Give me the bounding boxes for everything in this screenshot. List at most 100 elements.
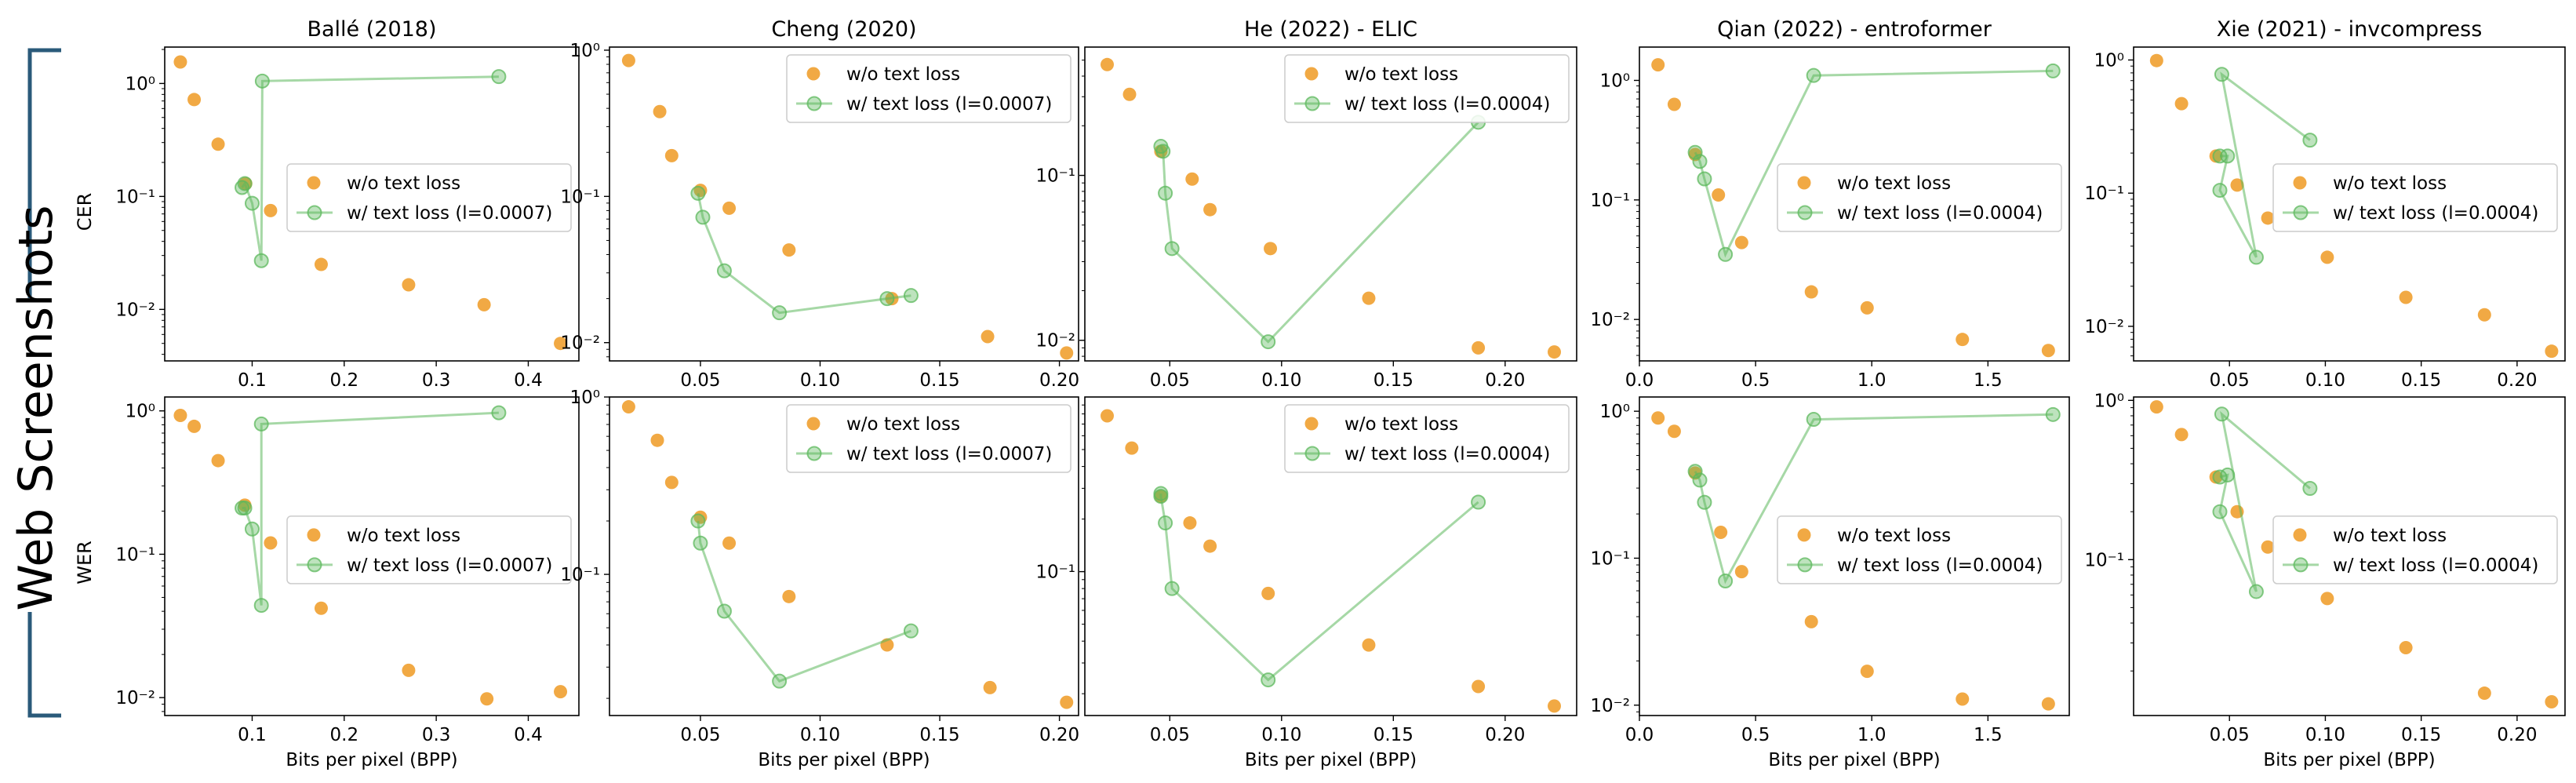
legend: w/o text loss w/ text loss (l=0.0004) (1777, 163, 2062, 232)
legend-box (1777, 515, 2062, 585)
point-without-text-loss (2261, 540, 2275, 554)
legend-box (786, 54, 1072, 123)
point-without-text-loss (2545, 344, 2559, 359)
x-tick-label: 0.10 (1261, 370, 1301, 391)
y-tick-label: 10⁻² (1590, 696, 1630, 716)
legend-label-with-text-loss: w/ text loss (l=0.0004) (2333, 203, 2538, 224)
point-without-text-loss (1362, 638, 1376, 652)
legend-marker-without-text-loss (307, 176, 321, 190)
legend-marker-without-text-loss (2293, 528, 2307, 542)
y-tick-label: 10⁰ (2094, 50, 2125, 71)
point-with-text-loss (2212, 504, 2228, 519)
point-with-text-loss (772, 305, 788, 321)
point-without-text-loss (2174, 428, 2189, 442)
point-with-text-loss (2212, 148, 2228, 164)
point-without-text-loss (1101, 409, 1114, 423)
point-with-text-loss (254, 73, 270, 89)
legend: w/o text loss w/ text loss (l=0.0007) (786, 404, 1072, 473)
point-without-text-loss (722, 536, 737, 550)
point-without-text-loss (722, 201, 737, 215)
point-without-text-loss (1548, 345, 1561, 359)
point-with-text-loss (903, 288, 919, 304)
point-without-text-loss (173, 55, 187, 69)
legend-label-without-text-loss: w/o text loss (1344, 64, 1458, 85)
line-with-text-loss (1159, 493, 1479, 682)
line-with-text-loss (1694, 69, 2054, 258)
x-tick-label: 0.20 (1485, 370, 1525, 391)
legend-label-with-text-loss: w/ text loss (l=0.0004) (1344, 94, 1550, 115)
point-without-text-loss (2261, 211, 2275, 225)
subplot-1-1: Ballé (2018) 0.1 0.2 0.3 0.4 10⁻² 10⁻¹ 10⁰ w/o t… (115, 17, 580, 391)
x-tick-label: 0.10 (2305, 725, 2345, 745)
x-axis-label: Bits per pixel (BPP) (286, 750, 457, 770)
point-with-text-loss (1158, 185, 1173, 201)
legend-marker-with-text-loss (2293, 557, 2309, 573)
axes-frame (1639, 46, 2070, 362)
point-with-text-loss (2248, 584, 2264, 599)
point-with-text-loss (2214, 406, 2229, 422)
point-without-text-loss (1734, 235, 1748, 249)
axes-frame (164, 396, 580, 716)
x-tick-label: 0.0 (1625, 370, 1654, 391)
point-without-text-loss (664, 148, 679, 162)
line-with-text-loss (242, 411, 499, 606)
point-without-text-loss (554, 685, 568, 699)
legend-label-without-text-loss: w/o text loss (1344, 414, 1458, 435)
point-with-text-loss (244, 195, 260, 211)
point-with-text-loss (1697, 171, 1712, 187)
point-with-text-loss (253, 253, 269, 268)
row-ylabel-wer: WER (74, 541, 96, 585)
y-tick-label: 10⁻² (1590, 310, 1630, 330)
legend: w/o text loss w/ text loss (l=0.0004) (2272, 163, 2558, 232)
point-with-text-loss (903, 623, 919, 639)
point-without-text-loss (981, 330, 995, 344)
point-without-text-loss (264, 203, 278, 217)
point-with-text-loss (1158, 515, 1173, 531)
point-with-text-loss (716, 603, 732, 619)
y-tick-label: 10⁻¹ (115, 187, 155, 207)
point-without-text-loss (1060, 346, 1074, 360)
point-with-text-loss (491, 405, 507, 421)
y-tick-label: 10⁻² (2084, 317, 2124, 337)
point-with-text-loss (2220, 467, 2236, 483)
x-tick-label: 0.05 (1150, 370, 1190, 391)
legend-marker-with-text-loss (1304, 96, 1320, 111)
point-without-text-loss (2041, 697, 2055, 711)
x-tick-label: 0.20 (1039, 725, 1079, 745)
subplot-title: Cheng (2020) (771, 17, 916, 42)
legend-label-without-text-loss: w/o text loss (1837, 173, 1951, 194)
point-without-text-loss (1203, 539, 1217, 553)
x-tick-label: 1.0 (1857, 370, 1887, 391)
point-with-text-loss (1692, 154, 1708, 169)
point-without-text-loss (1472, 679, 1486, 694)
legend-box (2272, 163, 2558, 232)
point-with-text-loss (1261, 672, 1276, 688)
point-without-text-loss (2149, 53, 2163, 67)
point-without-text-loss (1101, 57, 1114, 71)
point-without-text-loss (402, 278, 416, 292)
point-with-text-loss (690, 513, 706, 529)
x-tick-label: 0.10 (800, 725, 840, 745)
point-with-text-loss (1697, 494, 1712, 510)
x-tick-label: 0.4 (514, 725, 543, 745)
axes-frame (2133, 46, 2566, 362)
point-without-text-loss (1956, 333, 1970, 347)
legend-marker-with-text-loss (2293, 205, 2309, 220)
legend-label-with-text-loss: w/ text loss (l=0.0004) (2333, 555, 2538, 576)
point-without-text-loss (650, 433, 664, 447)
point-without-text-loss (1472, 341, 1486, 355)
point-with-text-loss (695, 209, 711, 225)
legend-marker-with-text-loss (806, 446, 822, 461)
y-tick-label: 10⁻² (560, 333, 600, 354)
x-tick-label: 0.4 (514, 370, 543, 391)
subplot-1-5: Xie (2021) - invcompress 0.05 0.10 0.15 0.20… (2084, 17, 2566, 391)
point-without-text-loss (1125, 441, 1139, 455)
subplot-2-3: 0.05 0.10 0.15 0.20 10⁻¹ Bits per pixel (BPP)… (1035, 396, 1577, 770)
y-tick-label: 10⁻² (115, 688, 155, 708)
legend-label-without-text-loss: w/o text loss (2333, 173, 2447, 194)
subplot-1-4: Qian (2022) - entroformer 0.0 0.5 1.0 1.5 10⁻… (1590, 17, 2070, 391)
legend-marker-without-text-loss (1797, 528, 1811, 542)
y-tick-label: 10⁰ (570, 41, 601, 61)
legend-box (1284, 404, 1570, 473)
subplot-2-2: 0.05 0.10 0.15 0.20 10⁻¹ 10⁰ Bits per pixel (B… (560, 388, 1079, 770)
